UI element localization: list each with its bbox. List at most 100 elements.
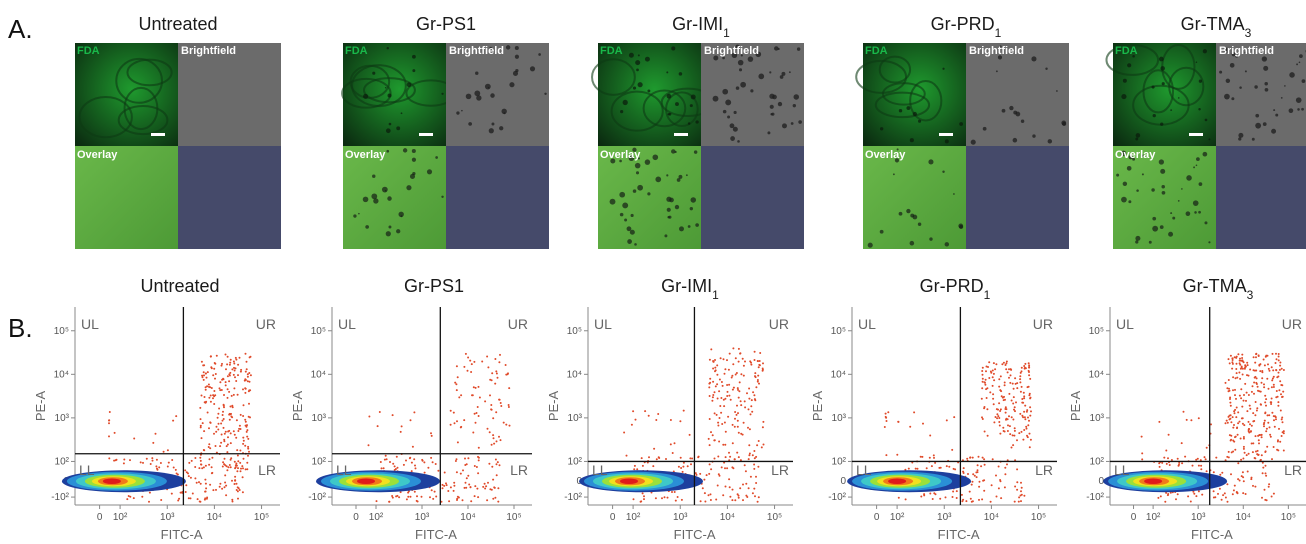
event-dot (411, 445, 414, 448)
event-dot (232, 373, 235, 376)
event-dot (721, 384, 724, 387)
event-dot (728, 451, 730, 454)
event-dot (246, 375, 249, 378)
event-dot (1019, 381, 1022, 384)
event-dot (735, 372, 738, 374)
event-dot (490, 488, 493, 491)
event-dot (981, 366, 984, 369)
event-dot (995, 363, 998, 366)
particle (406, 82, 412, 88)
event-dot (427, 466, 430, 469)
event-dot (1228, 418, 1231, 421)
event-dot (1266, 377, 1269, 380)
event-dot (1023, 395, 1026, 398)
event-dot (1230, 473, 1232, 476)
event-dot (707, 494, 710, 497)
event-dot (1246, 410, 1249, 413)
event-dot (632, 410, 635, 413)
event-dot (195, 481, 198, 484)
event-dot (1260, 436, 1263, 439)
event-dot (981, 370, 984, 372)
event-dot (1006, 418, 1009, 421)
flow-plot: Gr-PS1010²10³10⁴10⁵10⁵10⁴10³10²0-10²FITC… (290, 276, 532, 542)
event-dot (1271, 377, 1274, 380)
event-dot (748, 428, 751, 431)
event-dot (199, 424, 202, 427)
event-dot (1025, 427, 1028, 430)
event-dot (245, 368, 248, 371)
event-dot (717, 473, 720, 476)
event-dot (1009, 433, 1012, 436)
particle (1151, 85, 1155, 89)
event-dot (416, 500, 419, 503)
event-dot (218, 387, 221, 390)
event-dot (487, 481, 489, 484)
particle (758, 73, 765, 80)
event-dot (453, 481, 456, 484)
event-dot (456, 499, 458, 501)
event-dot (1255, 409, 1258, 412)
particle (695, 223, 699, 227)
event-dot (697, 456, 700, 459)
event-dot (1157, 496, 1160, 499)
event-dot (220, 441, 223, 444)
event-dot (229, 371, 232, 374)
event-dot (231, 479, 233, 482)
event-dot (1229, 404, 1232, 407)
event-dot (677, 465, 680, 468)
particle (1198, 210, 1201, 214)
event-dot (739, 400, 742, 403)
event-dot (991, 369, 994, 372)
event-dot (225, 494, 228, 497)
event-dot (1231, 362, 1234, 365)
event-dot (1176, 493, 1179, 496)
event-dot (224, 474, 227, 477)
y-tick-label: 10² (312, 456, 327, 467)
event-dot (1011, 382, 1014, 385)
event-dot (980, 465, 983, 468)
event-dot (231, 500, 234, 503)
event-dot (228, 380, 231, 383)
particle (488, 128, 494, 134)
event-dot (175, 415, 178, 418)
event-dot (187, 472, 189, 475)
particle (1135, 240, 1139, 244)
event-dot (247, 454, 249, 457)
event-dot (126, 498, 129, 501)
particle (788, 71, 791, 74)
particle (1132, 157, 1136, 161)
event-dot (1007, 424, 1009, 427)
event-dot (1022, 401, 1025, 404)
event-dot (994, 368, 997, 371)
event-dot (466, 369, 469, 372)
event-dot (1204, 458, 1207, 461)
particle (1264, 87, 1269, 92)
event-dot (669, 419, 672, 421)
particle (1296, 63, 1299, 66)
particle (772, 94, 777, 100)
event-dot (647, 414, 650, 417)
event-dot (215, 451, 218, 454)
event-dot (991, 384, 994, 387)
event-dot (985, 397, 988, 399)
event-dot (920, 495, 923, 498)
event-dot (744, 360, 746, 363)
event-dot (731, 423, 734, 426)
particle (489, 46, 493, 50)
event-dot (232, 393, 235, 396)
event-dot (753, 394, 756, 397)
event-dot (1250, 476, 1253, 479)
event-dot (1279, 440, 1282, 443)
event-dot (204, 464, 207, 467)
event-dot (636, 468, 639, 471)
event-dot (1028, 432, 1031, 435)
event-dot (115, 458, 118, 461)
event-dot (1263, 383, 1265, 386)
event-dot (1167, 493, 1170, 495)
event-dot (493, 486, 496, 489)
event-dot (1275, 418, 1277, 421)
event-dot (762, 443, 765, 446)
event-dot (1177, 464, 1180, 467)
density-contour (102, 478, 121, 485)
event-dot (1245, 454, 1248, 457)
